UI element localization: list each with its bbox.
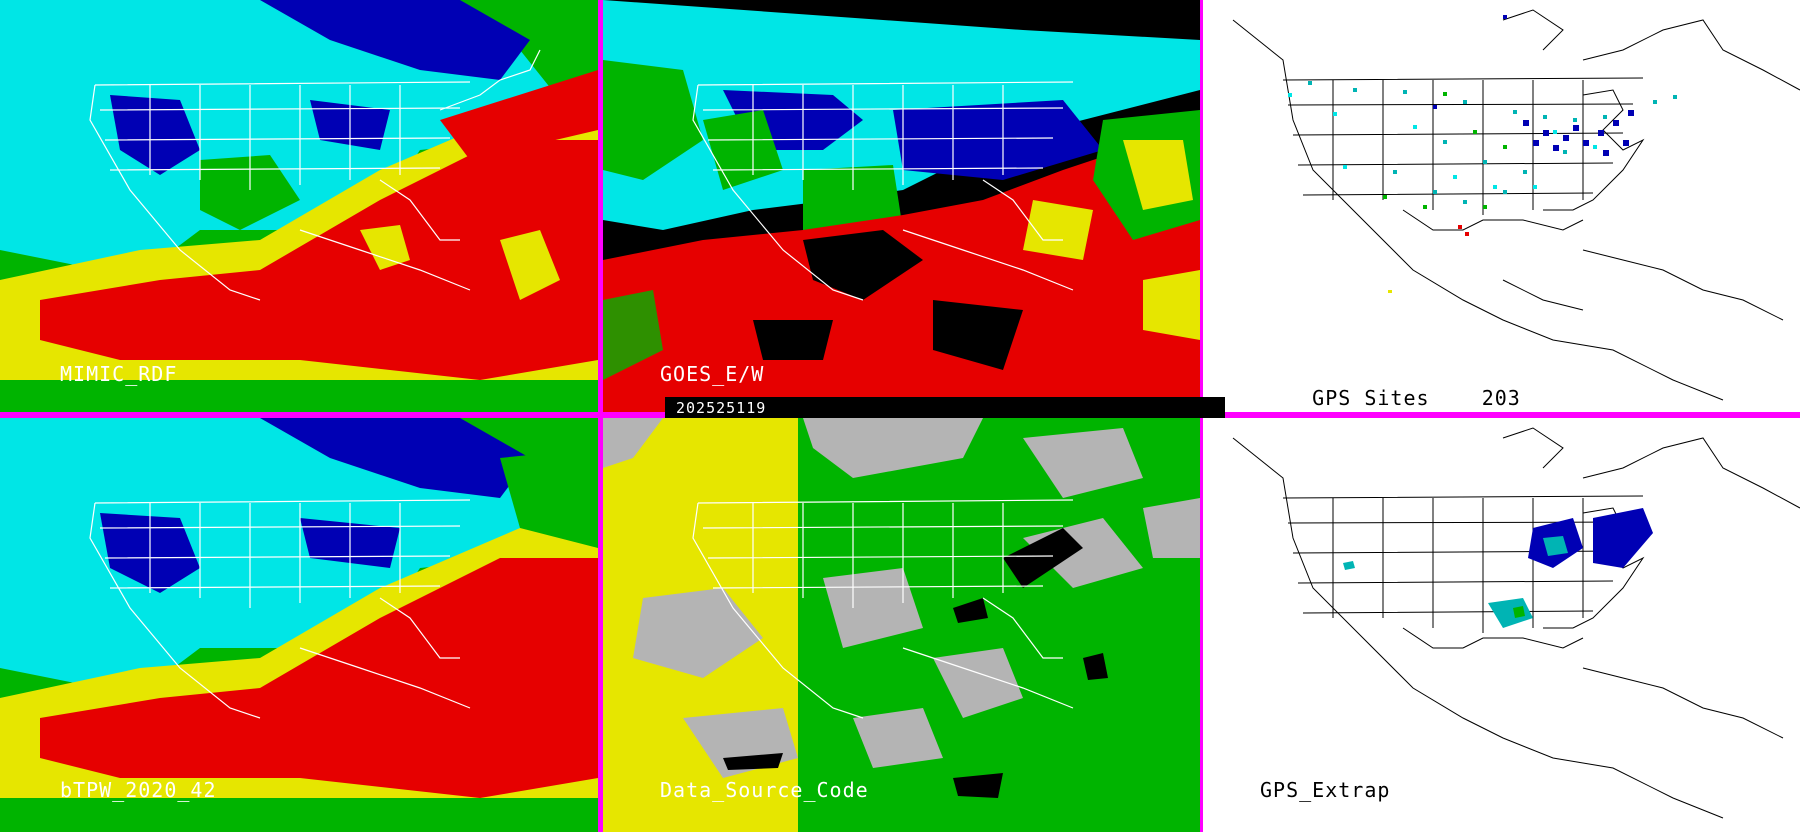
gps-sites-label: GPS Sites — [1312, 386, 1430, 410]
gps-extrap-panel: GPS_Extrap — [1203, 418, 1800, 832]
data-source-map — [603, 418, 1200, 832]
timestamp-text: 202525119 — [676, 399, 767, 417]
timestamp-bar: 202525119 — [665, 397, 1225, 418]
gps-sites-panel: GPS Sites 203 — [1203, 0, 1800, 412]
data-source-panel-label: Data_Source_Code — [660, 778, 869, 802]
data-source-panel: Data_Source_Code — [603, 418, 1200, 832]
gps-sites-map — [1232, 9, 1800, 401]
gps-sites-count: 203 — [1481, 386, 1521, 410]
btpw-panel-label: bTPW_2020_42 — [60, 778, 217, 802]
mimic-panel-label: MIMIC_RDF — [60, 362, 178, 386]
btpw-panel: bTPW_2020_42 — [0, 418, 598, 832]
mimic-panel: MIMIC_RDF — [0, 0, 598, 412]
goes-panel-label: GOES_E/W — [660, 362, 765, 386]
gps-extrap-map — [1232, 427, 1800, 819]
mimic-map — [0, 0, 598, 412]
btpw-map — [0, 418, 598, 832]
gps-extrap-panel-label: GPS_Extrap — [1260, 778, 1391, 802]
goes-panel: GOES_E/W — [603, 0, 1200, 412]
goes-map — [603, 0, 1200, 412]
